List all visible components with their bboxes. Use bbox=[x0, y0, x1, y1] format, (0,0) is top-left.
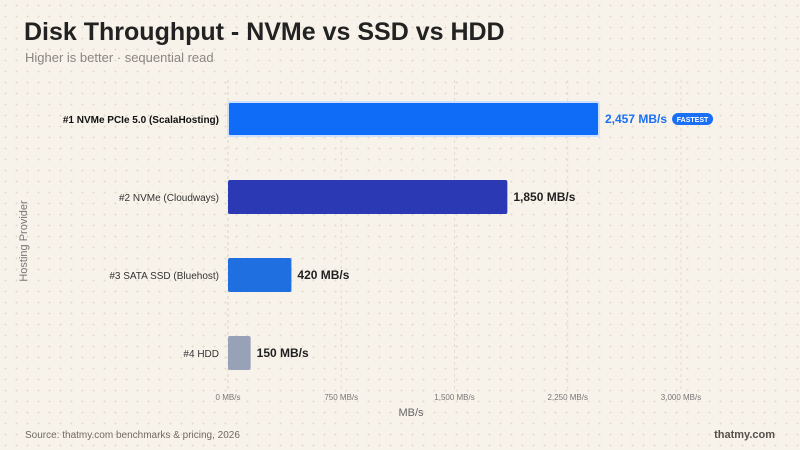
y-axis-title: Hosting Provider bbox=[18, 200, 30, 282]
x-tick-label: 2,250 MB/s bbox=[548, 393, 588, 402]
fastest-badge bbox=[672, 113, 714, 125]
chart-title: Disk Throughput - NVMe vs SSD vs HDD bbox=[24, 18, 505, 46]
category-label: #4 HDD bbox=[183, 349, 219, 360]
x-axis-title: MB/s bbox=[398, 407, 424, 419]
value-label: 1,850 MB/s bbox=[513, 190, 575, 204]
bar bbox=[227, 101, 601, 137]
bar bbox=[228, 180, 508, 214]
fastest-badge-label: FASTEST bbox=[677, 117, 709, 124]
bar bbox=[228, 336, 251, 370]
x-tick-label: 0 MB/s bbox=[216, 393, 241, 402]
x-tick-label: 1,500 MB/s bbox=[434, 393, 474, 402]
x-tick-label: 750 MB/s bbox=[324, 393, 358, 402]
category-label: #1 NVMe PCIe 5.0 (ScalaHosting) bbox=[63, 115, 219, 126]
x-tick-label: 3,000 MB/s bbox=[661, 393, 701, 402]
source-note: Source: thatmy.com benchmarks & pricing,… bbox=[25, 430, 240, 441]
brand-label: thatmy.com bbox=[714, 429, 775, 441]
value-label: 150 MB/s bbox=[257, 346, 309, 360]
chart-subtitle: Higher is better · sequential read bbox=[25, 50, 214, 65]
category-label: #3 SATA SSD (Bluehost) bbox=[109, 271, 219, 282]
category-label: #2 NVMe (Cloudways) bbox=[119, 193, 219, 204]
value-label: 2,457 MB/s bbox=[605, 112, 667, 126]
value-label: 420 MB/s bbox=[297, 268, 349, 282]
bar bbox=[228, 258, 292, 292]
